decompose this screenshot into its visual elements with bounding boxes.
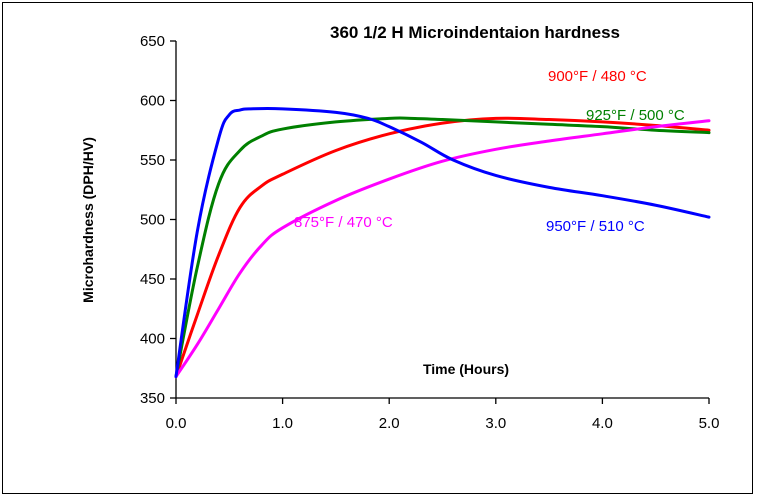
x-tick-label: 4.0 — [592, 415, 613, 432]
series-line-925 — [174, 116, 711, 379]
y-tick-label: 500 — [140, 212, 165, 229]
series-line-875 — [174, 119, 711, 379]
y-tick-label: 450 — [140, 271, 165, 288]
series-label-900: 900°F / 480 °C — [548, 68, 647, 85]
x-tick-label: 3.0 — [485, 415, 506, 432]
y-tick-label: 650 — [140, 33, 165, 50]
series-label-925: 925°F / 500 °C — [586, 107, 685, 124]
x-ticks: 0.0 1.0 2.0 3.0 4.0 5.0 — [166, 398, 720, 432]
x-tick-label: 5.0 — [699, 415, 720, 432]
y-tick-label: 350 — [140, 390, 165, 407]
y-ticks: 350 400 450 500 550 600 650 — [140, 33, 176, 407]
series-label-950: 950°F / 510 °C — [546, 218, 645, 235]
y-tick-label: 600 — [140, 93, 165, 110]
y-tick-label: 400 — [140, 331, 165, 348]
y-axis-label: Microhardness (DPH/HV) — [80, 137, 96, 303]
chart-title: 360 1/2 H Microindentaion hardness — [330, 23, 620, 42]
x-tick-label: 2.0 — [379, 415, 400, 432]
x-tick-label: 1.0 — [272, 415, 293, 432]
x-tick-label: 0.0 — [166, 415, 187, 432]
x-axis-label: Time (Hours) — [423, 361, 509, 377]
series-label-875: 875°F / 470 °C — [294, 214, 393, 231]
y-tick-label: 550 — [140, 152, 165, 169]
series-lines — [174, 106, 711, 379]
series-line-900 — [174, 116, 711, 379]
series-line-950 — [174, 106, 711, 379]
